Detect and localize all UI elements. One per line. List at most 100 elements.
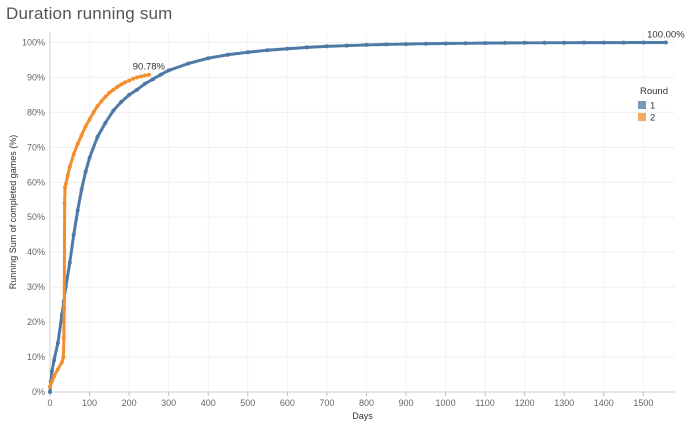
data-point-1: [463, 41, 468, 46]
series-markers-2: [48, 72, 151, 389]
series-marker-1: [352, 43, 356, 48]
data-point-2: [63, 185, 67, 190]
series-marker-2: [62, 290, 66, 295]
series-marker-1: [414, 42, 418, 46]
data-point-1: [344, 43, 349, 48]
series-marker-2: [62, 259, 66, 263]
data-point-1: [423, 41, 428, 46]
data-point-2: [103, 94, 108, 99]
y-tick-label: 40%: [27, 247, 45, 257]
series-marker-1: [340, 44, 344, 48]
data-point-1: [166, 68, 171, 73]
series-marker-1: [377, 43, 381, 47]
series-marker-1: [379, 42, 383, 47]
series-marker-1: [655, 40, 659, 45]
series-marker-1: [434, 42, 438, 46]
series-marker-1: [629, 40, 633, 45]
series-marker-1: [59, 318, 63, 322]
series-marker-2: [62, 255, 66, 259]
data-point-1: [601, 40, 606, 45]
data-point-2: [65, 173, 70, 178]
series-marker-2: [63, 197, 67, 201]
y-tick-label: 90%: [27, 72, 45, 82]
series-marker-1: [495, 41, 500, 45]
series-marker-2: [62, 266, 66, 270]
data-point-2: [131, 76, 136, 81]
legend-title: Round: [640, 86, 668, 97]
series-marker-1: [69, 251, 73, 255]
series-marker-2: [63, 206, 67, 210]
series-marker-1: [653, 40, 657, 45]
data-point-2: [107, 90, 112, 95]
y-tick-label: 50%: [27, 212, 45, 222]
series-marker-1: [78, 194, 82, 198]
data-point-2: [63, 182, 68, 186]
series-marker-1: [374, 43, 378, 47]
data-point-1: [87, 155, 92, 160]
series-marker-1: [488, 41, 492, 45]
x-tick-label: 1400: [594, 398, 614, 408]
data-point-1: [79, 187, 84, 192]
series-marker-2: [62, 313, 66, 317]
data-point-1: [621, 40, 626, 45]
data-point-1: [119, 99, 124, 104]
data-point-2: [91, 110, 96, 115]
series-marker-1: [359, 43, 364, 47]
series-marker-1: [416, 42, 420, 46]
series-marker-1: [510, 41, 514, 45]
data-point-2: [62, 201, 67, 206]
series-marker-2: [62, 293, 66, 297]
series-marker-1: [547, 41, 552, 45]
legend: Round 12: [638, 86, 668, 124]
x-tick-label: 700: [319, 398, 334, 408]
data-point-1: [71, 232, 76, 237]
data-point-1: [305, 45, 310, 50]
series-marker-2: [62, 282, 66, 286]
data-point-2: [146, 72, 151, 77]
data-point-2: [87, 117, 92, 122]
series-marker-1: [646, 40, 650, 45]
data-point-1: [55, 341, 60, 346]
data-point-2: [48, 384, 52, 389]
series-marker-2: [62, 324, 66, 328]
series-marker-1: [409, 42, 413, 46]
data-point-2: [142, 73, 147, 78]
series-marker-1: [626, 40, 631, 45]
series-marker-2: [63, 210, 67, 214]
data-point-2: [127, 78, 132, 83]
series-marker-1: [597, 41, 601, 45]
series-marker-2: [62, 264, 66, 268]
series-marker-2: [62, 275, 66, 279]
series-marker-1: [498, 41, 502, 45]
series-marker-2: [63, 212, 67, 216]
series-marker-2: [63, 221, 67, 225]
series-marker-2: [62, 239, 67, 243]
data-point-1: [245, 50, 250, 55]
x-tick-label: 1500: [633, 398, 653, 408]
series-marker-2: [63, 217, 67, 221]
x-tick-label: 0: [47, 398, 52, 408]
data-point-2: [99, 99, 104, 104]
series-marker-2: [62, 302, 66, 306]
series-marker-1: [453, 41, 458, 46]
series-marker-1: [70, 244, 74, 248]
data-point-1: [95, 134, 100, 139]
series-marker-1: [530, 41, 534, 45]
series-marker-2: [63, 208, 67, 212]
data-point-2: [71, 152, 76, 157]
series-marker-2: [62, 348, 66, 352]
series-marker-1: [567, 41, 571, 45]
series-marker-1: [473, 41, 477, 45]
series-marker-1: [51, 364, 55, 368]
data-point-1: [206, 56, 211, 61]
series-marker-2: [62, 297, 66, 301]
y-tick-label: 0%: [32, 387, 45, 397]
series-marker-1: [431, 42, 435, 46]
series-marker-1: [535, 41, 539, 45]
data-point-1: [186, 61, 191, 66]
data-point-1: [542, 40, 547, 45]
series-marker-1: [58, 325, 62, 329]
data-point-1: [135, 87, 139, 92]
data-point-1: [443, 41, 448, 46]
series-marker-1: [429, 42, 433, 46]
